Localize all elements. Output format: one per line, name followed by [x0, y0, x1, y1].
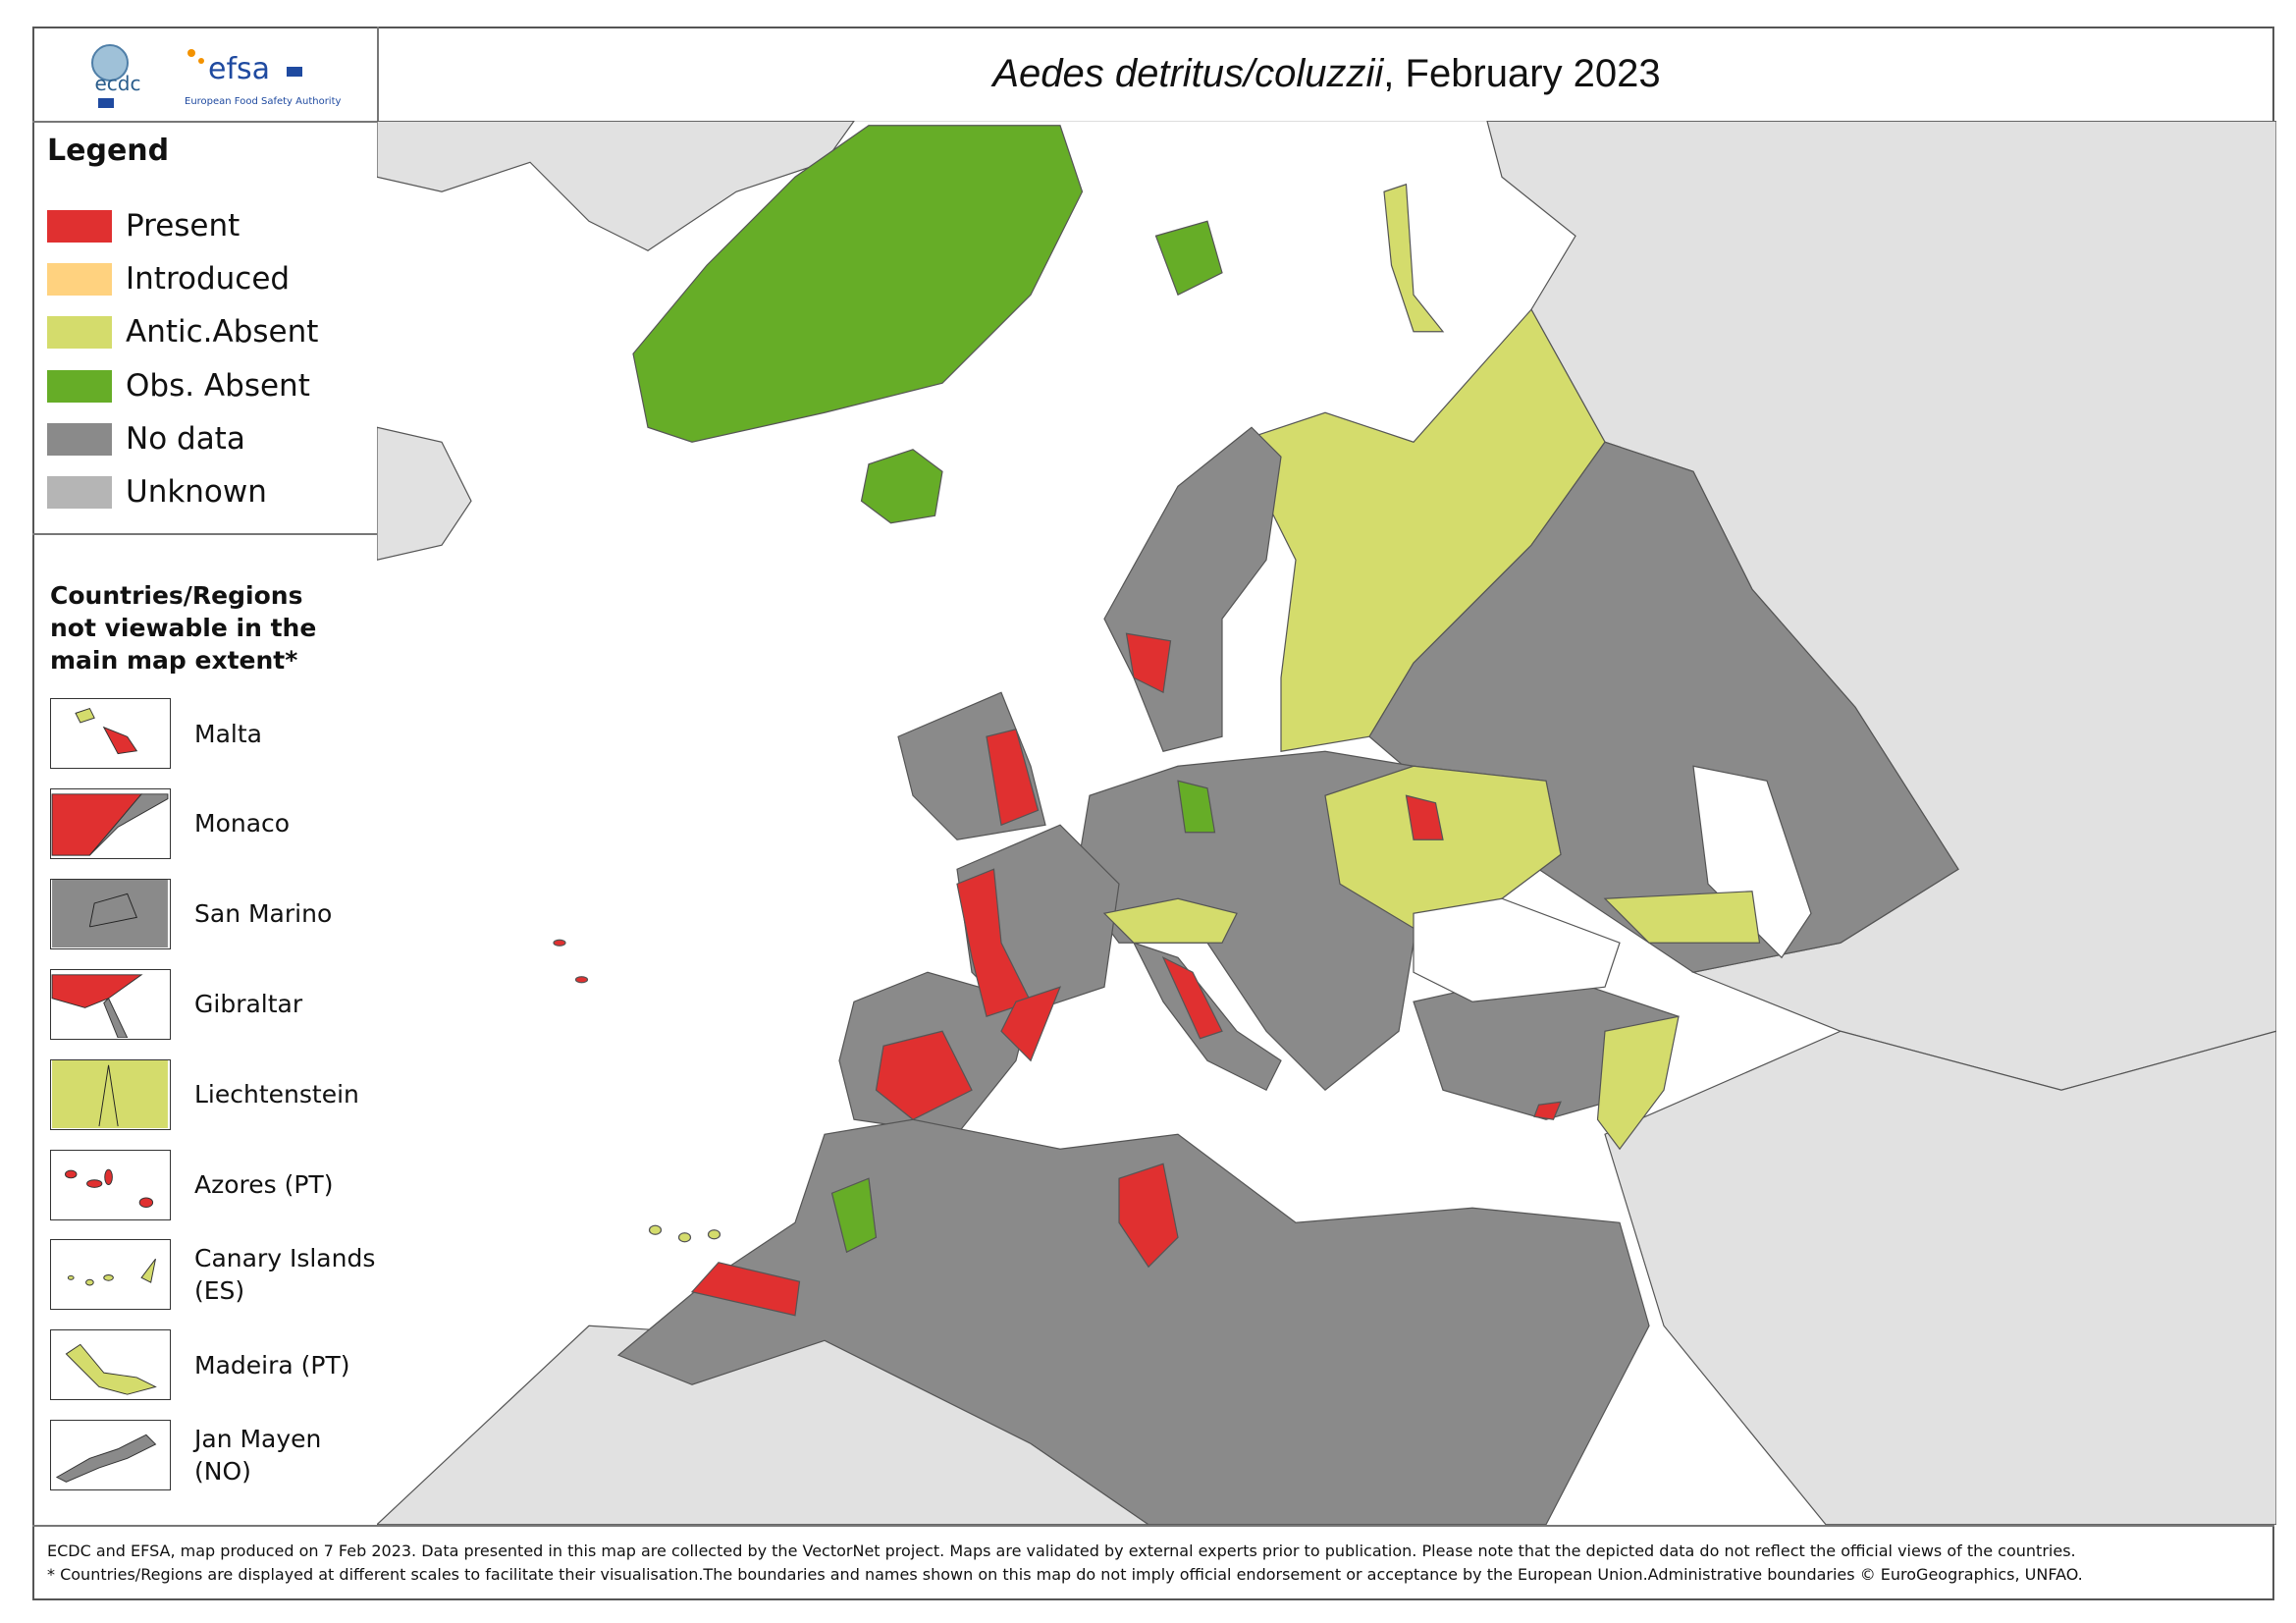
western-sahara — [690, 1262, 801, 1317]
azores — [553, 939, 566, 947]
efsa-logo: efsa — [208, 52, 270, 86]
caucasus — [1603, 891, 1761, 944]
divider — [32, 1525, 2274, 1527]
legend-swatch — [47, 422, 112, 456]
inset-shape — [75, 707, 138, 755]
inset-shape — [65, 1344, 157, 1395]
legend-title: Legend — [47, 134, 170, 168]
land — [377, 121, 2276, 1525]
legend-label: Present — [126, 208, 240, 243]
inset-map — [50, 1149, 171, 1220]
ecdc-globe — [91, 44, 129, 81]
inset-map — [50, 787, 171, 859]
inset-shape — [52, 1059, 168, 1128]
divider — [32, 533, 377, 535]
inset-label: Liechtenstein — [194, 1080, 359, 1109]
region-present — [1405, 794, 1444, 840]
inset-shape — [55, 1434, 157, 1484]
canary — [648, 1224, 663, 1235]
inset-label: San Marino — [194, 899, 333, 929]
map — [377, 121, 2276, 1525]
ukraine — [1324, 765, 1562, 929]
tunisia — [1118, 1163, 1179, 1269]
canary — [677, 1232, 692, 1243]
inset-map — [50, 698, 171, 769]
legend-swatch — [47, 476, 112, 509]
cyprus — [1533, 1101, 1562, 1120]
species: Aedes detritus/coluzzii — [992, 51, 1384, 95]
eu-flag — [98, 98, 114, 108]
north-america — [377, 426, 472, 561]
legend-swatch — [47, 316, 112, 350]
inset-title: Countries/Regions not viewable in the ma… — [50, 581, 317, 675]
region-present — [1161, 955, 1223, 1040]
legend-label: Introduced — [126, 261, 291, 298]
inset-label: Canary Islands (ES) — [194, 1244, 376, 1306]
inset-label: Gibraltar — [194, 990, 303, 1019]
footer-text: ECDC and EFSA, map produced on 7 Feb 202… — [47, 1542, 2076, 1560]
inset-label: Malta — [194, 719, 262, 748]
region-obs-absent — [830, 1177, 878, 1254]
legend-swatch — [47, 210, 112, 243]
region-present — [875, 1030, 973, 1120]
inset-shape — [51, 974, 143, 1039]
svalbard — [1154, 220, 1223, 297]
inset-shape — [67, 1259, 156, 1286]
azores — [574, 976, 589, 984]
eu-flag — [287, 67, 302, 77]
date: , February 2023 — [1383, 51, 1661, 95]
inset-map — [50, 1329, 171, 1401]
novaya-zemlya — [1383, 183, 1445, 333]
efsa-dot — [198, 58, 204, 64]
inset-label: Madeira (PT) — [194, 1350, 350, 1380]
efsa-dot — [187, 49, 195, 57]
middle-east — [1604, 1030, 2276, 1525]
footer-text: * Countries/Regions are displayed at dif… — [47, 1565, 2083, 1584]
inset-label: Monaco — [194, 809, 291, 839]
legend-swatch — [47, 369, 112, 403]
region-obs-absent — [1177, 780, 1216, 834]
canary — [707, 1229, 721, 1240]
logos: ecdc efsa European Food Safety Authority — [91, 44, 342, 108]
inset-map — [50, 1420, 171, 1491]
region-antic-absent — [1102, 897, 1238, 944]
caspian-sea — [1692, 765, 1812, 959]
legend-label: No data — [126, 420, 245, 457]
inset-shape — [52, 879, 168, 947]
inset-map — [50, 878, 171, 949]
ecdc-logo: ecdc — [95, 72, 141, 95]
legend-label: Antic.Absent — [126, 314, 319, 351]
inset-map — [50, 1058, 171, 1130]
map-title: Aedes detritus/coluzzii, February 2023 — [377, 27, 2276, 121]
legend-swatch — [47, 263, 112, 297]
region-present — [986, 729, 1040, 827]
black-sea — [1413, 897, 1621, 1002]
inset-map — [50, 968, 171, 1040]
legend-label: Unknown — [126, 474, 267, 510]
inset-map — [50, 1239, 171, 1311]
efsa-subtitle: European Food Safety Authority — [185, 96, 342, 107]
levant — [1596, 1015, 1680, 1151]
iceland — [860, 449, 943, 524]
region-present — [1000, 986, 1062, 1062]
region-present — [1125, 632, 1172, 694]
inset-shape — [51, 793, 169, 856]
legend-label: Obs. Absent — [126, 367, 310, 404]
north-africa — [616, 1118, 1650, 1525]
north-america — [377, 121, 855, 251]
inset-label: Azores (PT) — [194, 1170, 334, 1199]
greenland — [632, 125, 1084, 443]
inset-shape — [65, 1168, 154, 1208]
inset-label: Jan Mayen (NO) — [194, 1425, 322, 1487]
